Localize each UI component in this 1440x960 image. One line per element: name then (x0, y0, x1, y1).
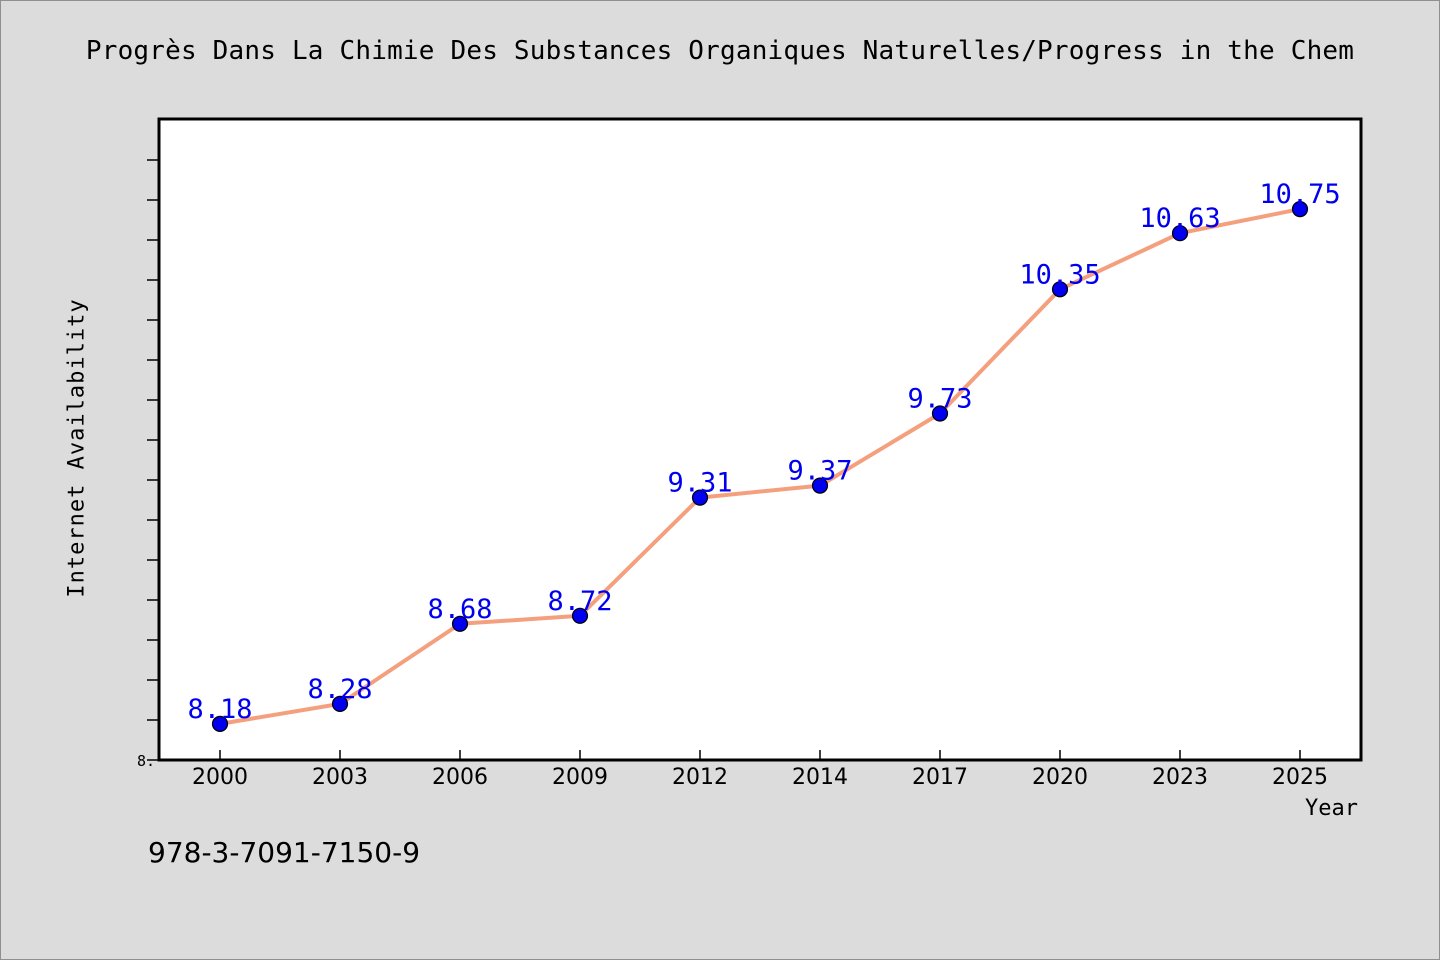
isbn-footnote: 978-3-7091-7150-9 (148, 836, 421, 869)
data-label: 9.31 (667, 468, 732, 499)
data-label: 9.37 (787, 456, 852, 487)
data-point (811, 477, 829, 494)
data-label: 10.35 (1019, 259, 1100, 290)
data-point (691, 489, 709, 506)
data-point (451, 615, 469, 632)
data-label: 10.75 (1259, 179, 1340, 210)
data-markers (211, 201, 1309, 733)
x-tick-label: 2009 (552, 765, 608, 790)
chart-title: Progrès Dans La Chimie Des Substances Or… (85, 36, 1355, 66)
data-label: 10.63 (1139, 203, 1220, 234)
x-tick-label: 2023 (1152, 765, 1208, 790)
x-axis-label: Year (1305, 796, 1358, 821)
data-label: 8.28 (307, 674, 372, 705)
x-tick-label: 2017 (912, 765, 968, 790)
x-tick-label: 2000 (192, 765, 248, 790)
data-label: 9.73 (907, 384, 972, 415)
y-axis-ticks: 8. (137, 159, 159, 770)
data-label: 8.68 (427, 594, 492, 625)
x-tick-label: 2003 (312, 765, 368, 790)
data-point (331, 695, 349, 713)
x-tick-label: 2012 (672, 765, 728, 790)
data-label: 8.72 (547, 586, 612, 617)
data-label: 8.18 (187, 694, 252, 725)
data-labels: 8.18 8.28 8.68 8.72 9.31 9.37 9.73 10.35 10.63 10… (187, 179, 1340, 725)
x-tick-label: 2020 (1032, 765, 1088, 790)
x-axis-ticks: 2000 2003 2006 2009 2012 2014 2017 2020 2023 2025 (192, 750, 1328, 790)
series-line (218, 207, 1302, 726)
data-point (1171, 225, 1189, 242)
x-tick-label: 2025 (1272, 765, 1328, 790)
x-tick-label: 2014 (792, 765, 848, 790)
data-point (211, 715, 229, 733)
data-point (1291, 201, 1309, 218)
data-point (571, 607, 589, 624)
plot-area (157, 117, 1363, 762)
x-tick-label: 2006 (432, 765, 488, 790)
y-tick-label: 8. (137, 752, 155, 770)
data-point (931, 405, 949, 422)
data-point (1051, 281, 1069, 298)
